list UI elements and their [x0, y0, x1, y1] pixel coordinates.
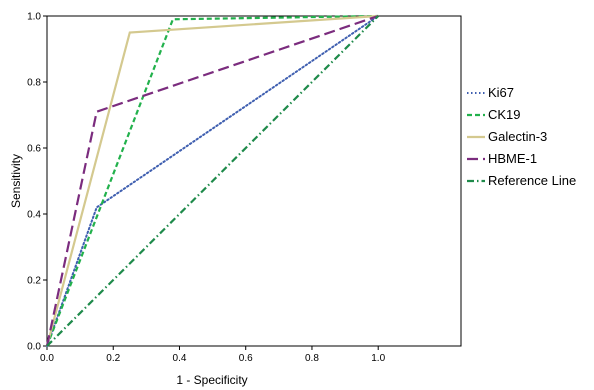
legend-label: Reference Line — [488, 173, 576, 188]
y-tick-label: 0.0 — [27, 342, 41, 353]
series-line-galectin-3 — [45, 14, 379, 347]
y-tick-label: 0.2 — [27, 276, 41, 287]
x-tick-label: 0.2 — [106, 353, 120, 364]
y-tick-label: 0.6 — [27, 144, 41, 155]
y-tick-label: 0.4 — [27, 210, 41, 221]
x-tick-label: 0.6 — [239, 353, 253, 364]
legend-label: HBME-1 — [488, 151, 537, 166]
x-tick-label: 1.0 — [371, 353, 385, 364]
y-tick-label: 1.0 — [27, 12, 41, 23]
x-axis-title: 1 - Specificity — [176, 373, 247, 387]
legend-label: CK19 — [488, 107, 521, 122]
y-tick-label: 0.8 — [27, 78, 41, 89]
legend-label: Galectin-3 — [488, 129, 547, 144]
legend: Ki67 CK19 Galectin-3 HBME-1 Reference Line — [467, 85, 576, 188]
x-axis: 0.0 0.2 0.4 0.6 0.8 1.0 — [40, 346, 386, 364]
series-line-reference-line — [46, 15, 379, 347]
legend-label: Ki67 — [488, 85, 514, 100]
series-line-ki67 — [46, 15, 380, 347]
y-axis-title: Sensitivity — [9, 154, 23, 208]
x-tick-label: 0.8 — [305, 353, 319, 364]
series-line-ck19 — [45, 14, 379, 347]
x-tick-label: 0.0 — [40, 353, 54, 364]
series-line-hbme-1 — [45, 14, 379, 347]
y-axis: 0.0 0.2 0.4 0.6 0.8 1.0 — [27, 12, 47, 353]
plot-area — [46, 15, 462, 347]
x-tick-label: 0.4 — [173, 353, 187, 364]
series-lines — [45, 14, 380, 347]
